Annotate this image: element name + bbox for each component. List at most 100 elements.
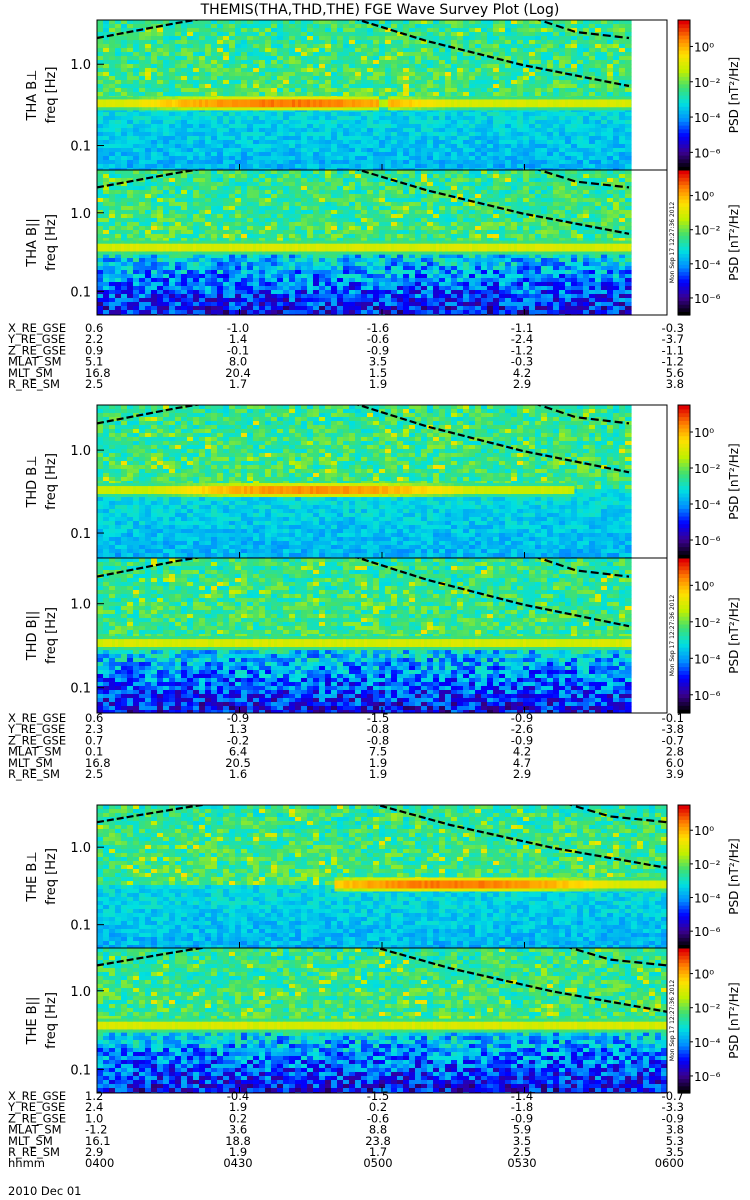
colorbar-tick-label: 10⁻² [694, 616, 721, 630]
colorbar-tick-label: 10⁻⁴ [694, 258, 721, 272]
panel-label: THA B⊥ [25, 70, 40, 122]
ephemeris-value: -0.7 [662, 1089, 684, 1103]
ephemeris-value: 4.2 [513, 366, 531, 380]
ephemeris-value: -1.2 [511, 343, 533, 357]
colorbar-label: PSD [nT²/Hz] [727, 443, 741, 519]
ephemeris-value: 2.9 [513, 767, 531, 781]
ephemeris-value: 1.0 [85, 1111, 103, 1125]
ephemeris-value: -1.6 [367, 321, 389, 335]
y-tick-label: 0.1 [70, 285, 91, 300]
spectrogram-panel: 1.0 0.1 freq [Hz] THA B|| 10⁰ 10⁻² 10⁻⁴ 10⁻⁶ PSD… [25, 169, 741, 316]
ephemeris-value: -0.2 [227, 733, 249, 747]
ephemeris-value: 3.5 [666, 1145, 684, 1159]
colorbar: 10⁰ 10⁻² 10⁻⁴ 10⁻⁶ PSD [nT²/Hz] [677, 804, 741, 949]
ephemeris-row-label: Y_RE_GSE [7, 1100, 65, 1114]
gyrofrequency-curve [535, 170, 630, 189]
ephemeris-value: 0.2 [369, 1100, 387, 1114]
ephemeris-table: X_RE_GSE 1.2 -0.4 -1.5 -1.4 -0.7Y_RE_GSE 2.4 1.… [7, 1089, 684, 1170]
ephemeris-row-label: R_RE_SM [8, 767, 60, 781]
ephemeris-value: -0.8 [367, 722, 389, 736]
colorbar-tick-label: 10⁻⁴ [694, 652, 721, 666]
ephemeris-value: 20.5 [225, 756, 251, 770]
ephemeris-row-label: MLT_SM [8, 756, 53, 770]
ephemeris-value: 0500 [363, 1156, 392, 1170]
ephemeris-row-label: MLAT_SM [8, 745, 62, 759]
ephemeris-value: 3.6 [229, 1123, 247, 1137]
colorbar-tick-label: 10⁻⁶ [694, 1070, 721, 1084]
gyrofrequency-curve [97, 170, 202, 189]
ephemeris-value: 0.7 [85, 733, 103, 747]
ephemeris-value: 0600 [655, 1156, 684, 1170]
gyrofrequency-curve [97, 405, 203, 425]
gyrofrequency-curve [373, 948, 667, 1013]
ephemeris-value: -0.6 [367, 332, 389, 346]
colorbar-tick-label: 10⁰ [694, 968, 714, 982]
ephemeris-value: -1.2 [85, 1123, 107, 1137]
ephemeris-row-label: R_RE_SM [8, 377, 60, 391]
ephemeris-value: 1.4 [229, 332, 247, 346]
ephemeris-value: 16.1 [85, 1134, 111, 1148]
y-tick-label: 0.1 [70, 919, 91, 934]
ephemeris-row-label: Y_RE_GSE [7, 722, 65, 736]
ephemeris-value: -3.8 [662, 722, 684, 736]
y-tick-label: 1.0 [70, 58, 91, 73]
ephemeris-tables: X_RE_GSE 0.6 -1.0 -1.6 -1.1 -0.3 Y_RE_GSE 2.2 1.… [7, 321, 684, 1198]
colorbar-label: PSD [nT²/Hz] [727, 597, 741, 673]
ephemeris-value: 2.3 [85, 722, 103, 736]
gyrofrequency-curve [355, 20, 630, 88]
colorbar: 10⁰ 10⁻² 10⁻⁴ 10⁻⁶ PSD [nT²/Hz] [677, 404, 741, 559]
ephemeris-value: 2.8 [666, 745, 684, 759]
ephemeris-value: 0.9 [85, 343, 103, 357]
ephemeris-value: 1.7 [369, 1145, 387, 1159]
spectrogram-panel: 1.0 0.1 freq [Hz] THD B⊥ 10⁰ 10⁻² 10⁻⁴ 10⁻⁶ PSD … [25, 404, 741, 559]
colorbar-label: PSD [nT²/Hz] [727, 838, 741, 914]
ephemeris-row-label: Z_RE_GSE [8, 343, 66, 357]
ephemeris-value: -0.9 [367, 343, 389, 357]
ephemeris-row-label: Z_RE_GSE [8, 733, 66, 747]
ephemeris-value: 1.9 [229, 1145, 247, 1159]
ephemeris-row-label: hhmm [8, 1156, 45, 1170]
ephemeris-table: X_RE_GSE 0.6 -1.0 -1.6 -1.1 -0.3 Y_RE_GSE 2.2 1.… [7, 321, 684, 391]
ephemeris-row-label: MLAT_SM [8, 1123, 62, 1137]
ephemeris-value: 8.8 [369, 1123, 387, 1137]
spectrogram-image [97, 948, 667, 1093]
ephemeris-value: 3.5 [513, 1134, 531, 1148]
ephemeris-row-label: MLT_SM [8, 1134, 53, 1148]
ephemeris-value: 0430 [223, 1156, 252, 1170]
ephemeris-value: -0.1 [227, 343, 249, 357]
colorbar: 10⁰ 10⁻² 10⁻⁴ 10⁻⁶ PSD [nT²/Hz] [677, 947, 741, 1094]
spectrogram-image [97, 20, 667, 170]
generation-stamp: Mon Sep 17 12:27:36 2012 [669, 202, 676, 284]
ephemeris-value: 1.2 [85, 1089, 103, 1103]
ephemeris-value: 1.7 [229, 377, 247, 391]
ephemeris-value: -1.1 [511, 321, 533, 335]
generation-stamp: Mon Sep 17 12:27:36 2012 [669, 980, 676, 1062]
ephemeris-value: 0.6 [85, 321, 103, 335]
spectrogram-panel: 1.0 0.1 freq [Hz] THE B⊥ 10⁰ 10⁻² 10⁻⁴ 10⁻⁶ PSD … [25, 804, 741, 949]
ephemeris-value: 1.9 [369, 377, 387, 391]
ephemeris-value: 0.2 [229, 1111, 247, 1125]
ephemeris-value: 1.3 [229, 722, 247, 736]
colorbar-tick-label: 10⁻⁶ [694, 292, 721, 306]
plot-title: THEMIS(THA,THD,THE) FGE Wave Survey Plot… [200, 2, 560, 18]
gyrofrequency-curve [97, 948, 210, 967]
ephemeris-value: 2.9 [85, 1145, 103, 1159]
colorbar-tick-label: 10⁻⁴ [694, 1036, 721, 1050]
spectrogram-image [97, 405, 667, 558]
ephemeris-value: 2.5 [85, 767, 103, 781]
ephemeris-value: 2.4 [85, 1100, 103, 1114]
ephemeris-value: 3.9 [666, 767, 684, 781]
gyrofrequency-curve [535, 558, 630, 578]
colorbar-tick-label: 10⁰ [694, 190, 714, 204]
y-axis-label: freq [Hz] [44, 214, 59, 271]
ephemeris-value: 2.5 [85, 377, 103, 391]
colorbar-tick-label: 10⁻² [694, 462, 721, 476]
colorbar-tick-label: 10⁰ [694, 824, 714, 838]
ephemeris-row-label: MLAT_SM [8, 355, 62, 369]
gyrofrequency-curve [97, 20, 203, 40]
gyrofrequency-curve [97, 558, 203, 578]
ephemeris-value: 2.5 [513, 1145, 531, 1159]
colorbar-tick-label: 10⁻⁶ [694, 689, 721, 703]
panel-label: THA B|| [25, 218, 40, 267]
colorbar-tick-label: 10⁻⁶ [694, 534, 721, 548]
